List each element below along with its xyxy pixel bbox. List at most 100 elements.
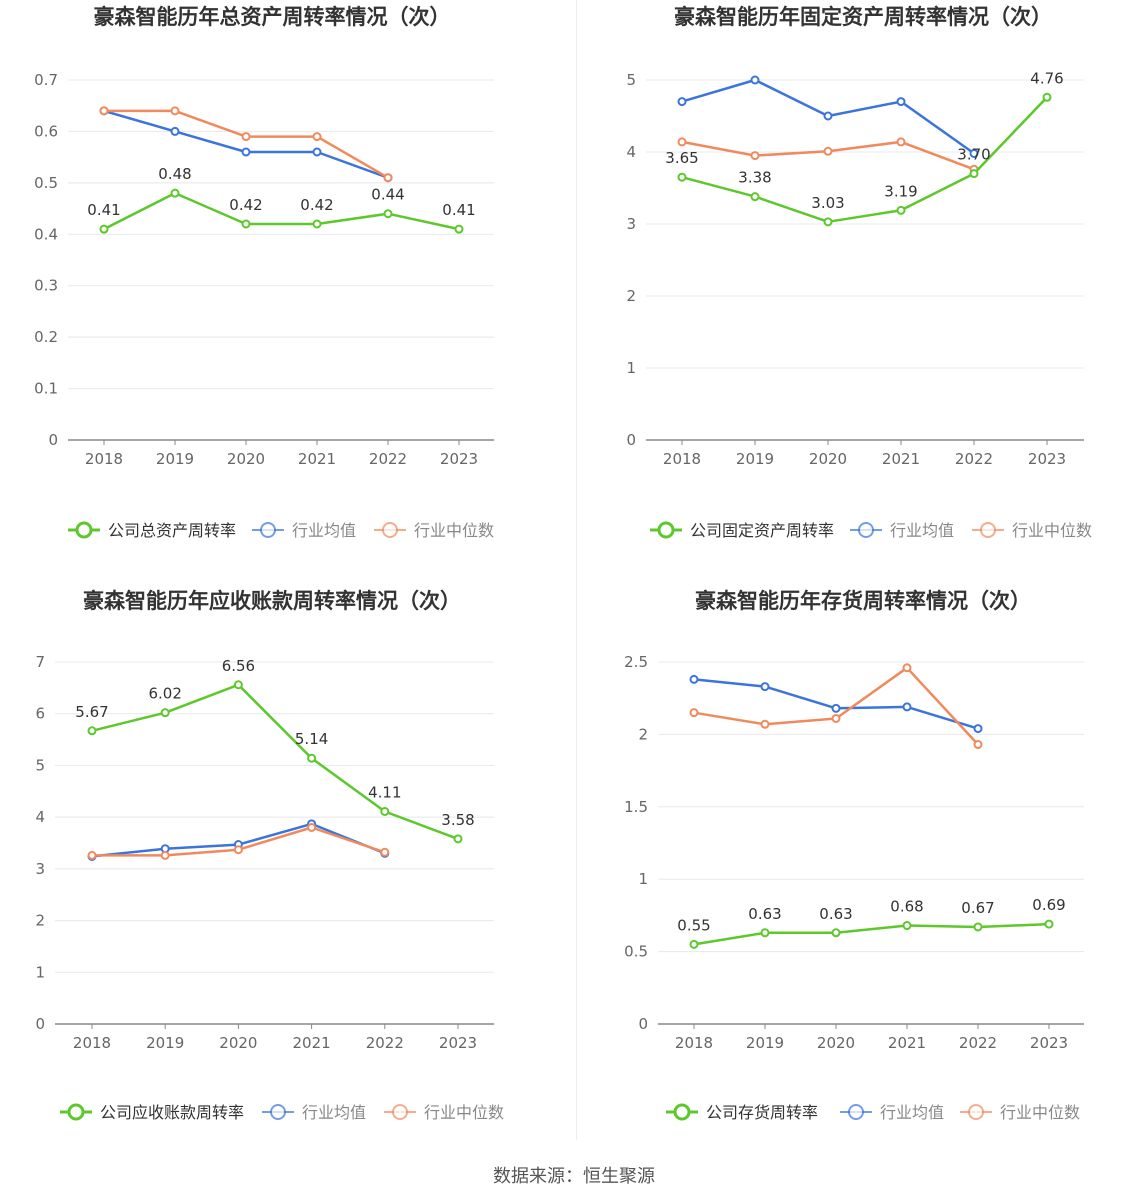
data-point-avg (760, 682, 770, 692)
y-tick-label: 1 (638, 870, 648, 888)
series-line-avg (103, 109, 389, 179)
legend-item-median[interactable]: 行业中位数 (374, 521, 494, 540)
legend-marker (392, 1104, 408, 1120)
y-tick-label: 0.6 (34, 122, 58, 140)
y-tick-label: 2 (35, 912, 45, 930)
legend-item-avg[interactable]: 行业均值 (252, 521, 356, 540)
y-tick-label: 7 (35, 653, 45, 671)
y-tick-label: 1 (35, 963, 45, 981)
data-point-median (160, 850, 170, 860)
data-point-avg (170, 126, 180, 136)
data-point-avg (973, 724, 983, 734)
data-point-company (969, 169, 979, 179)
data-label: 0.55 (677, 916, 710, 934)
data-point-company (677, 172, 687, 182)
series-line-company (103, 191, 460, 231)
data-source-label: 数据来源：恒生聚源 (493, 1166, 655, 1187)
y-tick-label: 0 (35, 1015, 45, 1033)
y-tick-label: 1 (626, 359, 636, 377)
legend-marker (980, 522, 996, 538)
x-tick-label: 2020 (809, 450, 847, 468)
data-point-avg (969, 148, 979, 158)
chart-title: 豪森智能历年应收账款周转率情况（次） (83, 589, 461, 613)
data-label: 0.69 (1032, 896, 1065, 914)
y-tick-label: 3 (35, 860, 45, 878)
y-tick-label: 0 (626, 431, 636, 449)
data-point-company (160, 708, 170, 718)
x-tick-label: 2020 (817, 1034, 855, 1052)
legend-label: 行业均值 (292, 521, 356, 540)
data-point-company (1044, 919, 1054, 929)
data-point-median (241, 132, 251, 142)
legend-item-company[interactable]: 公司存货周转率 (666, 1103, 818, 1122)
x-tick-label: 2022 (369, 450, 407, 468)
data-point-avg (831, 703, 841, 713)
y-tick-label: 2 (638, 725, 648, 743)
data-label: 6.02 (148, 685, 181, 703)
data-label: 0.63 (748, 905, 781, 923)
data-point-company (689, 939, 699, 949)
x-tick-label: 2019 (746, 1034, 784, 1052)
chart-panel-receivables-turnover: 豪森智能历年应收账款周转率情况（次） 0 1 2 3 4 5 6 7 2018 2019 2020 20… (0, 582, 574, 1164)
chart-svg-inventory-turnover: 豪森智能历年存货周转率情况（次） 0 0.5 1 1.5 2 2.5 2018 2019 2020… (624, 589, 1084, 1122)
legend-marker (657, 521, 675, 539)
data-point-median (677, 137, 687, 147)
data-point-median (973, 740, 983, 750)
data-point-company (170, 188, 180, 198)
data-point-median (689, 708, 699, 718)
data-label: 5.14 (295, 730, 328, 748)
legend-item-median[interactable]: 行业中位数 (384, 1103, 504, 1122)
legend-item-median[interactable]: 行业中位数 (972, 521, 1092, 540)
x-tick-label: 2021 (882, 450, 920, 468)
legend-label: 公司应收账款周转率 (100, 1103, 244, 1122)
x-tick-label: 2022 (366, 1034, 404, 1052)
legend-label: 公司总资产周转率 (108, 521, 236, 540)
data-point-company (831, 928, 841, 938)
legend-marker (382, 522, 398, 538)
x-tick-label: 2021 (293, 1034, 331, 1052)
data-point-company (241, 219, 251, 229)
data-point-company (760, 928, 770, 938)
x-tick-label: 2020 (219, 1034, 257, 1052)
legend-item-avg[interactable]: 行业均值 (850, 521, 954, 540)
data-point-median (312, 132, 322, 142)
legend-item-avg[interactable]: 行业均值 (262, 1103, 366, 1122)
data-point-median (902, 663, 912, 673)
y-tick-label: 0.4 (34, 225, 58, 243)
y-tick-label: 0.5 (34, 174, 58, 192)
data-point-company (453, 834, 463, 844)
data-point-avg (677, 97, 687, 107)
data-point-company (973, 922, 983, 932)
data-point-avg (902, 702, 912, 712)
legend-marker (968, 1104, 984, 1120)
data-label: 3.58 (441, 811, 474, 829)
legend-label: 行业均值 (890, 521, 954, 540)
y-tick-label: 2 (626, 287, 636, 305)
data-point-company (380, 806, 390, 816)
legend-item-avg[interactable]: 行业均值 (840, 1103, 944, 1122)
data-point-median (383, 173, 393, 183)
legend-label: 行业中位数 (1012, 521, 1092, 540)
legend-marker (848, 1104, 864, 1120)
data-label: 0.41 (87, 201, 120, 219)
chart-title: 豪森智能历年总资产周转率情况（次） (94, 5, 451, 29)
legend-item-median[interactable]: 行业中位数 (960, 1103, 1080, 1122)
legend-item-company[interactable]: 公司总资产周转率 (68, 521, 236, 540)
data-label: 3.03 (811, 194, 844, 212)
chart-svg-receivables-turnover: 豪森智能历年应收账款周转率情况（次） 0 1 2 3 4 5 6 7 2018 2019 2020 20… (35, 589, 504, 1122)
y-tick-label: 6 (35, 705, 45, 723)
y-tick-label: 0 (638, 1015, 648, 1033)
legend-label: 行业均值 (880, 1103, 944, 1122)
data-point-median (170, 106, 180, 116)
data-point-median (896, 137, 906, 147)
data-label: 3.65 (665, 149, 698, 167)
data-label: 0.42 (300, 196, 333, 214)
data-label: 5.67 (75, 703, 108, 721)
legend-item-company[interactable]: 公司固定资产周转率 (650, 521, 834, 540)
legend-item-company[interactable]: 公司应收账款周转率 (60, 1103, 244, 1122)
data-label: 3.19 (884, 182, 917, 200)
data-point-median (87, 850, 97, 860)
legend-marker (260, 522, 276, 538)
data-label: 0.68 (890, 898, 923, 916)
data-point-median (307, 822, 317, 832)
